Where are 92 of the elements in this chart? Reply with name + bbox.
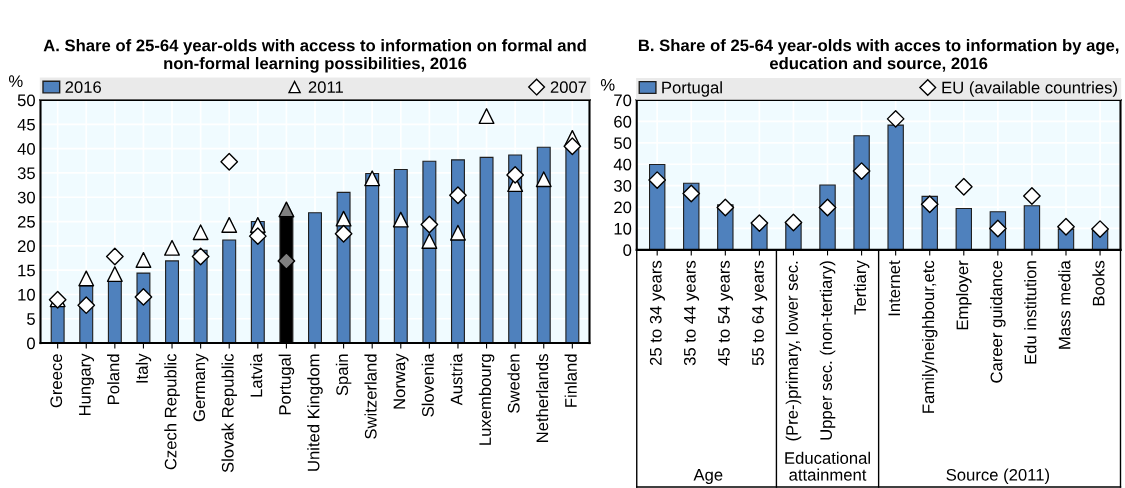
y-tick-label: 40 bbox=[17, 143, 35, 155]
legend-label: Portugal bbox=[662, 81, 722, 97]
legend-label: 2016 bbox=[65, 81, 102, 94]
x-tick-label: Internet bbox=[888, 260, 901, 316]
chart-title: A. Share of 25-64 year-olds with access to information on formal and non-formal learning possibilities, 2016 bbox=[43, 39, 586, 73]
x-tick-label: 45 to 54 years bbox=[718, 260, 734, 366]
x-tick-label: Luxembourg bbox=[478, 354, 495, 445]
x-tick-label: 35 to 44 years bbox=[683, 260, 700, 366]
y-tick-label: 0 bbox=[27, 337, 35, 350]
legend-label: 2007 bbox=[550, 81, 587, 94]
x-tick-label: Greece bbox=[50, 354, 63, 408]
bar bbox=[107, 279, 122, 344]
x-tick-label: Finland bbox=[564, 354, 577, 407]
bar bbox=[165, 260, 180, 344]
y-tick-label: 10 bbox=[18, 288, 35, 301]
y-tick-label: 45 bbox=[17, 118, 35, 131]
x-tick-label: Latvia bbox=[250, 353, 263, 397]
point bbox=[449, 224, 466, 241]
y-tick-label: 50 bbox=[17, 94, 35, 107]
bar bbox=[1023, 205, 1041, 250]
bar bbox=[479, 156, 494, 344]
x-tick-label: Switzerland bbox=[364, 354, 377, 439]
y-tick-label: 70 bbox=[614, 94, 632, 107]
x-tick-label: Mass media bbox=[1058, 260, 1071, 349]
x-tick-label: 25 to 34 years bbox=[649, 260, 665, 366]
point bbox=[192, 224, 209, 241]
bar bbox=[536, 146, 551, 344]
point bbox=[164, 239, 181, 256]
x-tick-label: Sweden bbox=[507, 354, 520, 413]
x-tick-label: Czech Republic bbox=[164, 353, 180, 470]
x-tick-label: Spain bbox=[335, 354, 352, 396]
bar bbox=[222, 239, 237, 344]
bar bbox=[853, 135, 870, 250]
x-tick-label: Edu institution bbox=[1024, 261, 1037, 364]
y-tick-label: 60 bbox=[614, 115, 632, 128]
point bbox=[335, 210, 352, 227]
x-tick-label: Netherlands bbox=[535, 354, 549, 442]
x-tick-label: Tertiary bbox=[853, 260, 870, 315]
x-tick-label: Portugal bbox=[278, 354, 295, 415]
legend-label: EU (available countries) bbox=[942, 81, 1117, 97]
point bbox=[78, 270, 95, 287]
point bbox=[135, 251, 152, 268]
point bbox=[478, 108, 495, 125]
point bbox=[221, 216, 238, 233]
x-tick-label: (Pre-)primary, lower sec. bbox=[785, 261, 802, 441]
point bbox=[421, 233, 438, 249]
x-tick-label: Employer bbox=[956, 260, 972, 330]
chart-title: B. Share of 25-64 year-olds with acces to information by age, education and source, 2016 bbox=[638, 39, 1119, 72]
x-tick-label: Germany bbox=[193, 353, 209, 422]
text: Educational attainment bbox=[785, 451, 870, 481]
y-tick-label: 30 bbox=[17, 191, 35, 204]
y-tick-label: 5 bbox=[27, 313, 35, 325]
x-tick-label: Norway bbox=[393, 353, 409, 409]
x-tick-label: Poland bbox=[107, 354, 120, 405]
y-tick-label: 40 bbox=[613, 158, 632, 171]
bar bbox=[955, 207, 973, 250]
y-tick-label: 0 bbox=[623, 244, 632, 257]
y-tick-label: 25 bbox=[17, 215, 35, 228]
y-tick-label: 30 bbox=[613, 180, 632, 192]
y-tick-label: 15 bbox=[18, 264, 35, 277]
point bbox=[535, 171, 552, 188]
bar bbox=[50, 304, 65, 344]
point bbox=[106, 266, 123, 283]
bar bbox=[308, 212, 322, 344]
x-tick-label: Upper sec. (non-tertiary) bbox=[819, 261, 836, 440]
legend-label: 2011 bbox=[308, 81, 343, 94]
x-tick-label: Slovenia bbox=[421, 353, 434, 417]
bar bbox=[393, 168, 408, 344]
x-tick-label: 55 to 64 years bbox=[752, 260, 768, 366]
point bbox=[392, 211, 409, 228]
y-tick-label: 50 bbox=[614, 137, 632, 150]
x-tick-label: Hungary bbox=[79, 353, 95, 416]
x-tick-label: Career guidance bbox=[990, 261, 1006, 383]
bar bbox=[508, 154, 523, 344]
bar bbox=[365, 172, 380, 344]
point bbox=[278, 201, 295, 218]
x-tick-label: Slovak Republic bbox=[221, 353, 237, 473]
y-tick-label: 20 bbox=[614, 201, 632, 214]
text: Age bbox=[693, 469, 723, 485]
y-axis-title: % bbox=[8, 75, 23, 87]
y-tick-label: 35 bbox=[17, 167, 35, 180]
source-note: Source (2011) bbox=[946, 468, 1050, 485]
x-tick-label: Family/neighbour,etc bbox=[921, 260, 938, 413]
x-tick-label: Books bbox=[1092, 260, 1105, 306]
point bbox=[364, 170, 381, 187]
bar bbox=[887, 124, 904, 250]
y-axis-title: % bbox=[600, 79, 615, 91]
x-tick-label: United Kingdom bbox=[307, 354, 323, 471]
x-tick-label: Austria bbox=[450, 353, 463, 406]
y-tick-label: 10 bbox=[614, 222, 632, 235]
y-tick-label: 20 bbox=[17, 240, 35, 253]
x-tick-label: Italy bbox=[135, 353, 152, 383]
